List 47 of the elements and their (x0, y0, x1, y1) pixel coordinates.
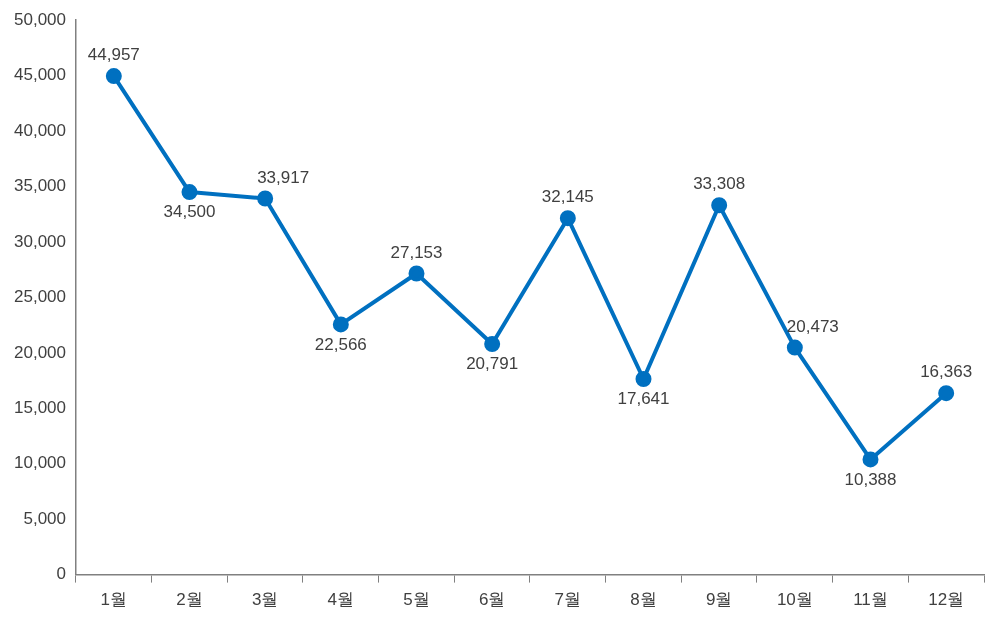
y-tick-label: 50,000 (14, 9, 66, 29)
x-tick-label: 12월 (928, 590, 965, 610)
point (635, 371, 652, 387)
data-label: 44,957 (87, 45, 140, 65)
point (862, 451, 879, 468)
x-tick-label: 10월 (776, 590, 813, 610)
data-label: 22,566 (314, 334, 367, 354)
y-tick-label: 10,000 (14, 453, 66, 473)
x-tick-label: 6월 (478, 590, 506, 610)
data-label: 33,308 (693, 174, 746, 194)
data-label: 10,388 (844, 469, 897, 489)
data-label: 27,153 (390, 242, 443, 262)
x-tick-label: 4월 (327, 590, 355, 610)
data-label: 20,473 (786, 316, 839, 336)
y-tick-label: 20,000 (14, 342, 66, 362)
x-tick-label: 5월 (403, 590, 430, 610)
y-tick-label: 5,000 (23, 508, 66, 528)
point (408, 265, 425, 282)
y-tick-label: 30,000 (14, 231, 66, 251)
point (938, 385, 955, 402)
y-tick-label: 35,000 (14, 176, 66, 196)
point (181, 184, 198, 201)
x-tick-label: 2월 (176, 590, 203, 610)
point (559, 210, 576, 227)
y-tick-label: 0 (56, 564, 66, 584)
point (711, 197, 728, 214)
x-tick-label: 3월 (251, 590, 279, 610)
x-tick-label: 9월 (705, 590, 733, 610)
data-label: 20,791 (466, 354, 519, 374)
x-tick-label: 1월 (100, 590, 128, 610)
data-label: 17,641 (617, 389, 670, 409)
point (484, 336, 501, 353)
x-tick-label: 8월 (630, 590, 657, 610)
point (105, 68, 122, 85)
point (257, 190, 274, 207)
x-tick-label: 11월 (853, 590, 888, 610)
y-tick-label: 45,000 (14, 65, 66, 85)
point (332, 316, 349, 333)
y-tick-label: 40,000 (14, 120, 66, 140)
data-label: 34,500 (163, 202, 216, 222)
point (786, 339, 803, 356)
y-tick-label: 15,000 (14, 397, 66, 417)
x-tick-label: 7월 (554, 590, 582, 610)
data-label: 33,917 (257, 167, 310, 187)
data-label: 16,363 (920, 362, 973, 382)
data-label: 32,145 (541, 187, 594, 207)
y-tick-label: 25,000 (14, 287, 66, 307)
